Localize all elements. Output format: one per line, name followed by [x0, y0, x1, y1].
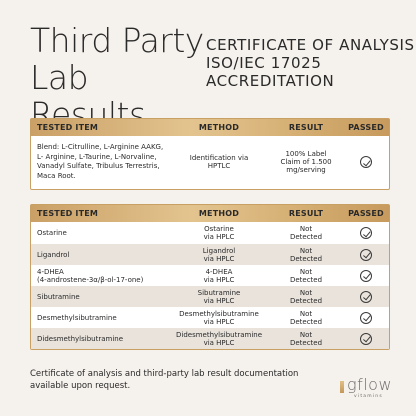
result-line: Not — [299, 330, 313, 339]
method-cell: Sibutramine via HPLC — [169, 289, 269, 305]
method-line: Ligandrol — [202, 246, 236, 255]
col-method: METHOD — [198, 209, 240, 218]
gflow-logo: gflow vitamins — [340, 375, 404, 403]
method-line: via HPLC — [203, 296, 235, 305]
cert-line-1: CERTIFICATE OF ANALYSIS — [206, 36, 415, 54]
passed-cell — [343, 311, 389, 324]
table-row: Ostarine Ostarine via HPLC Not Detected — [31, 222, 389, 244]
result-cell: Not Detected — [269, 331, 343, 347]
result-line: Detected — [289, 233, 323, 241]
method-line: via HPLC — [203, 275, 235, 284]
passed-cell — [343, 248, 389, 261]
logo-mark — [340, 381, 344, 393]
method-line: Sibutramine — [197, 288, 241, 297]
logo-subtext: vitamins — [354, 394, 383, 399]
method-line: Ostarine — [204, 225, 234, 233]
check-circle-icon — [360, 311, 372, 324]
cert-line-3: ACCREDITATION — [206, 72, 335, 90]
result-cell: Not Detected — [269, 310, 343, 326]
result-cell: Not Detected — [269, 268, 343, 284]
table-header: TESTED ITEM METHOD RESULT PASSED — [31, 205, 389, 222]
method-cell: Identification via HPTLC — [189, 154, 249, 170]
passed-cell — [343, 332, 389, 345]
method-line: via HPLC — [203, 317, 235, 326]
method-line: via HPLC — [203, 233, 235, 241]
tested-item-cell: Didesmethylsibutramine — [37, 334, 124, 343]
cert-line-2: ISO/IEC 17025 — [206, 54, 322, 72]
substance-results-table: TESTED ITEM METHOD RESULT PASSED Ostarin… — [30, 204, 390, 350]
tested-item-cell: Desmethylsibutramine — [37, 313, 117, 322]
result-cell: 100% Label Claim of 1.500 mg/serving — [280, 150, 332, 174]
col-method: METHOD — [198, 123, 240, 132]
passed-cell — [343, 227, 389, 239]
table-header: TESTED ITEM METHOD RESULT PASSED — [31, 119, 389, 136]
check-circle-icon — [360, 269, 372, 282]
col-result: RESULT — [288, 209, 324, 218]
result-line: Detected — [289, 275, 323, 284]
result-line: Not — [299, 225, 313, 233]
method-cell: Ostarine via HPLC — [169, 225, 269, 241]
col-tested-item: TESTED ITEM — [37, 209, 99, 218]
table-row: Ligandrol Ligandrol via HPLC Not Detected — [31, 244, 389, 265]
method-line: Desmethylsibutramine — [179, 309, 259, 318]
item-line: 4-DHEA — [37, 267, 64, 276]
tested-item-cell: Sibutramine — [37, 292, 80, 301]
passed-cell — [343, 269, 389, 282]
logo-wordmark: gflow — [347, 375, 393, 394]
page-title: Third Party Lab Results — [30, 22, 210, 133]
check-circle-icon — [360, 332, 372, 345]
method-cell: Didesmethylsibutramine via HPLC — [169, 331, 269, 347]
passed-cell — [343, 156, 389, 168]
table-row: Desmethylsibutramine Desmethylsibutramin… — [31, 307, 389, 328]
result-line: Detected — [289, 338, 323, 347]
certificate-heading: CERTIFICATE OF ANALYSIS ISO/IEC 17025 AC… — [206, 36, 415, 90]
table-row: Sibutramine Sibutramine via HPLC Not Detec… — [31, 286, 389, 307]
method-line: Didesmethylsibutramine — [175, 330, 263, 339]
col-passed: PASSED — [348, 209, 384, 218]
col-passed: PASSED — [348, 123, 384, 132]
method-line: via HPLC — [203, 254, 235, 263]
item-line: (4-androstene-3α/β-ol-17-one) — [37, 275, 144, 284]
table-row: 4-DHEA (4-androstene-3α/β-ol-17-one) 4-DH… — [31, 265, 389, 286]
tested-item-cell: Ostarine — [37, 229, 67, 237]
documentation-note: Certificate of analysis and third-party … — [30, 369, 299, 391]
check-circle-icon — [360, 290, 372, 303]
method-cell: Desmethylsibutramine via HPLC — [169, 310, 269, 326]
method-line: via HPLC — [203, 338, 235, 347]
result-line: Detected — [289, 317, 323, 326]
method-line: 4-DHEA — [205, 267, 233, 276]
tested-item-cell: Ligandrol — [37, 250, 70, 259]
result-line: Detected — [289, 296, 323, 305]
blend-results-table: TESTED ITEM METHOD RESULT PASSED Blend: … — [30, 118, 390, 190]
tested-item-cell: Blend: L-Citrulline, L-Arginine AAKG, L-… — [37, 143, 164, 180]
col-tested-item: TESTED ITEM — [37, 123, 99, 132]
check-circle-icon — [360, 248, 372, 261]
result-line: Not — [299, 267, 313, 276]
result-line: Not — [299, 309, 313, 318]
result-cell: Not Detected — [269, 225, 343, 241]
table-row: Blend: L-Citrulline, L-Arginine AAKG, L-… — [31, 136, 389, 188]
col-result: RESULT — [288, 123, 324, 132]
passed-cell — [343, 290, 389, 303]
result-line: Detected — [289, 254, 323, 263]
check-circle-icon — [360, 156, 372, 168]
table-row: Didesmethylsibutramine Didesmethylsibutr… — [31, 328, 389, 349]
method-cell: Ligandrol via HPLC — [169, 247, 269, 263]
method-cell: 4-DHEA via HPLC — [169, 268, 269, 284]
result-cell: Not Detected — [269, 247, 343, 263]
result-line: Not — [299, 288, 313, 297]
check-circle-icon — [360, 227, 372, 239]
tested-item-cell: 4-DHEA (4-androstene-3α/β-ol-17-one) — [31, 268, 169, 284]
result-line: Not — [299, 246, 313, 255]
result-cell: Not Detected — [269, 289, 343, 305]
title-line-1: Third Party — [30, 21, 204, 60]
